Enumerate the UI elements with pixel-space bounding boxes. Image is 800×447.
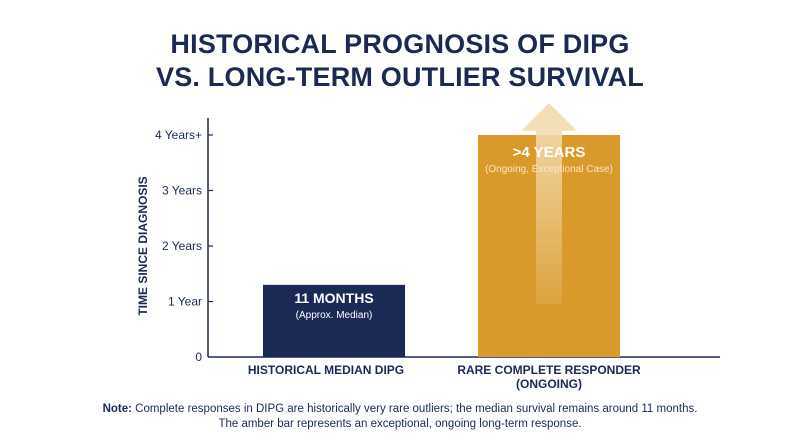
bar-value-label: 11 MONTHS (294, 290, 373, 306)
footnote-line-2: The amber bar represents an exceptional,… (218, 418, 582, 430)
y-tick-label: 0 (195, 350, 202, 364)
footnote-line-1: Complete responses in DIPG are historica… (135, 403, 698, 415)
y-tick-label: 4 Years+ (155, 128, 202, 142)
footnote-label: Note: (102, 403, 132, 415)
bar (263, 284, 405, 357)
footnote: Note: Complete responses in DIPG are his… (0, 402, 800, 432)
x-category-label: RARE COMPLETE RESPONDER (457, 363, 641, 377)
chart-title-line-2: VS. LONG-TERM OUTLIER SURVIVAL (155, 62, 645, 92)
bar-sub-label: (Approx. Median) (296, 310, 373, 321)
y-axis-label: TIME SINCE DIAGNOSIS (136, 176, 150, 315)
y-tick-label: 2 Years (162, 239, 202, 253)
x-category-label: HISTORICAL MEDIAN DIPG (248, 363, 404, 377)
chart-title-line-1: HISTORICAL PROGNOSIS OF DIPG (170, 29, 630, 59)
y-tick-label: 1 Year (168, 295, 202, 309)
x-category-label: (ONGOING) (516, 377, 582, 391)
bar-sub-label: (Ongoing, Exceptional Case) (485, 164, 613, 175)
chart-title: HISTORICAL PROGNOSIS OF DIPG VS. LONG-TE… (0, 28, 800, 94)
bar-value-label: >4 YEARS (513, 144, 586, 161)
y-tick-label: 3 Years (162, 184, 202, 198)
bar-chart: 0 1 Year 2 Years 3 Years 4 Years+ TIME SINCE … (136, 103, 720, 391)
ongoing-arrow (521, 103, 577, 304)
